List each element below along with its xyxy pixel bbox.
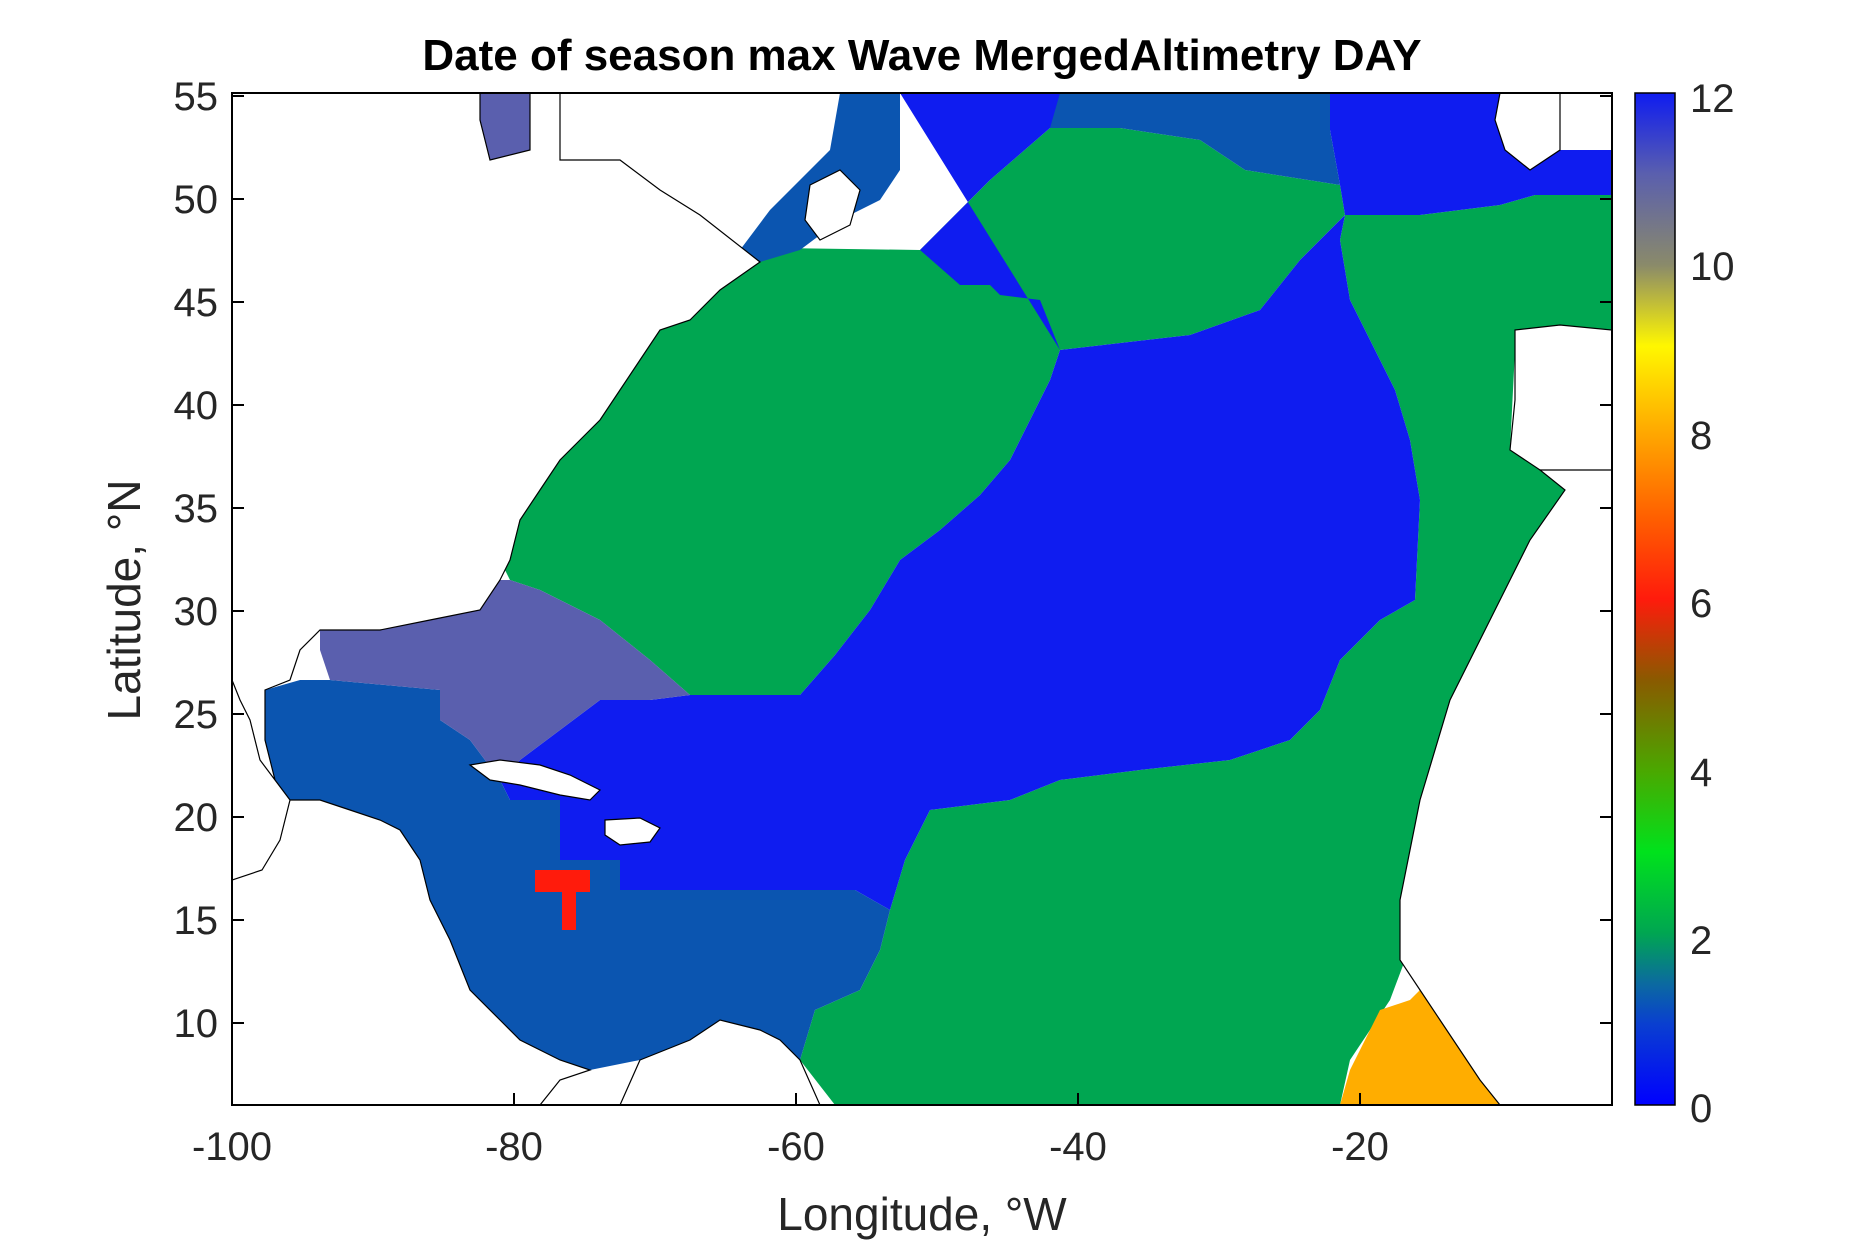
y-tick-label: 25 — [174, 693, 219, 737]
map-area — [231, 92, 1613, 1106]
y-tick-label: 15 — [174, 899, 219, 943]
x-tick-label: -40 — [1049, 1125, 1107, 1169]
colorbar — [1634, 92, 1676, 1106]
x-tick-label: -100 — [192, 1125, 272, 1169]
x-axis-label: Longitude, °W — [777, 1188, 1067, 1240]
x-tick-labels: -100 -80 -60 -40 -20 — [192, 1125, 1389, 1169]
y-tick-label: 35 — [174, 487, 219, 531]
y-tick-label: 30 — [174, 590, 219, 634]
land-iberia — [1509, 324, 1613, 476]
land-hispaniola — [604, 817, 661, 846]
region-month-1-labrador — [740, 93, 900, 262]
axes-frame — [231, 92, 1613, 1106]
colorbar-tick-label: 12 — [1690, 77, 1735, 121]
colorbar-tick-labels: 12 10 8 6 4 2 0 — [1690, 77, 1735, 1131]
y-tick-label: 20 — [174, 796, 219, 840]
colorbar-tick-label: 2 — [1690, 919, 1712, 963]
land-cuba — [468, 759, 602, 801]
colorbar-tick-label: 6 — [1690, 582, 1712, 626]
region-month-8-africa — [1340, 990, 1500, 1105]
y-tick-labels: 55 50 45 40 35 30 25 20 15 10 — [174, 75, 219, 1046]
region-month-6-caribbean-cell — [535, 870, 590, 930]
y-tick-label: 45 — [174, 281, 219, 325]
colorbar-tick-label: 4 — [1690, 751, 1712, 795]
y-tick-label: 50 — [174, 178, 219, 222]
x-tick-label: -80 — [485, 1125, 543, 1169]
region-month-2-east — [800, 195, 1612, 1105]
chart-title: Date of season max Wave MergedAltimetry … — [422, 31, 1421, 80]
x-tick-label: -20 — [1331, 1125, 1389, 1169]
y-tick-label: 55 — [174, 75, 219, 119]
x-tick-label: -60 — [767, 1125, 825, 1169]
region-month-1-north — [960, 93, 1340, 185]
colorbar-tick-label: 10 — [1690, 245, 1735, 289]
colorbar-tick-label: 0 — [1690, 1087, 1712, 1131]
tick-marks — [231, 95, 1612, 1105]
y-axis-label: Latitude, °N — [98, 480, 150, 721]
y-tick-label: 40 — [174, 384, 219, 428]
region-month-11-gulf — [320, 580, 690, 780]
land-newfoundland — [804, 169, 861, 241]
region-month-11-northeast-corner — [480, 93, 530, 160]
y-tick-label: 10 — [174, 1002, 219, 1046]
region-month-0-central — [500, 93, 1420, 910]
colorbar-tick-label: 8 — [1690, 414, 1712, 458]
